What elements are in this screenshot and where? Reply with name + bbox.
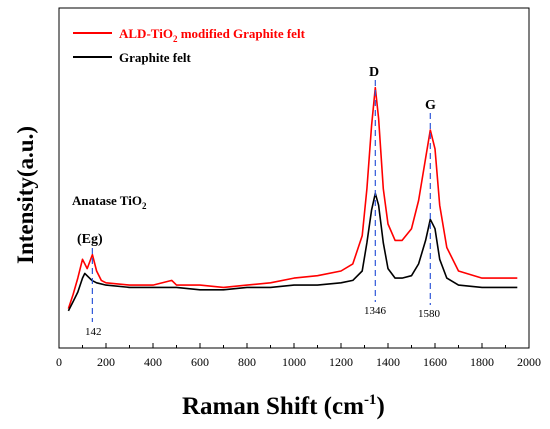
x-axis-ticks: 0 200 400 600 800 1000 1200 1400 1600 1800 2000 <box>56 343 541 369</box>
x-tick-label-600: 600 <box>191 355 209 369</box>
x-tick-label-0: 0 <box>56 355 62 369</box>
peak-position-1580: 1580 <box>418 308 441 320</box>
series-line-0 <box>67 86 518 309</box>
x-tick-label-2000: 2000 <box>517 355 541 369</box>
series-line-1 <box>67 192 518 312</box>
data-marks <box>67 80 518 322</box>
x-tick-label-1800: 1800 <box>470 355 494 369</box>
legend-label-graphite: Graphite felt <box>119 50 192 65</box>
x-tick-label-1600: 1600 <box>423 355 447 369</box>
x-tick-label-1200: 1200 <box>329 355 353 369</box>
x-tick-label-400: 400 <box>144 355 162 369</box>
y-axis-title: Intensity(a.u.) <box>13 126 38 264</box>
x-tick-label-1400: 1400 <box>376 355 400 369</box>
eg-label: (Eg) <box>77 232 103 247</box>
x-axis-title: Raman Shift (cm-1) <box>182 392 385 420</box>
x-tick-label-800: 800 <box>238 355 256 369</box>
legend-label-ald: ALD-TiO2 modified Graphite felt <box>119 26 306 44</box>
d-peak-label: D <box>369 65 379 80</box>
peak-position-142: 142 <box>85 326 102 338</box>
anatase-label: Anatase TiO2 <box>72 193 147 211</box>
g-peak-label: G <box>425 98 436 113</box>
peak-position-1346: 1346 <box>364 305 387 317</box>
x-tick-label-200: 200 <box>97 355 115 369</box>
x-tick-label-1000: 1000 <box>282 355 306 369</box>
legend: ALD-TiO2 modified Graphite felt Graphite… <box>73 26 306 65</box>
plot-frame <box>58 7 530 349</box>
